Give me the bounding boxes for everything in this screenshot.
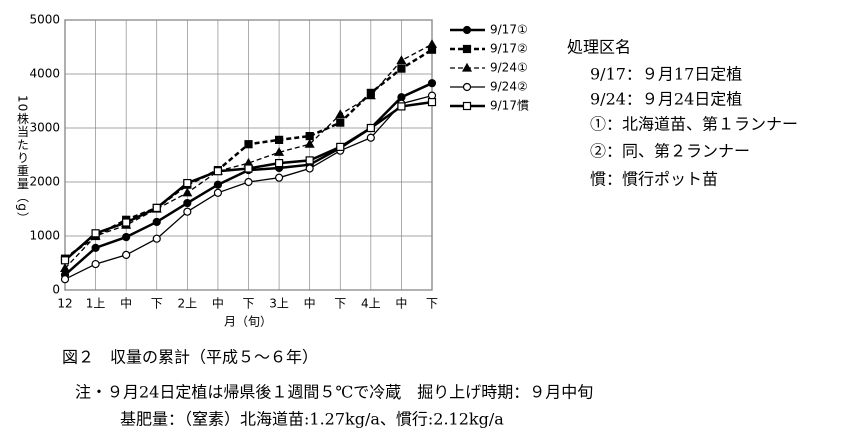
marker — [427, 97, 437, 107]
marker — [274, 135, 284, 144]
marker — [91, 229, 100, 238]
marker — [305, 132, 314, 141]
note: ①：北海道苗、第１ランナー — [590, 115, 798, 134]
x-tick-label: 12 — [57, 297, 72, 311]
marker — [335, 109, 346, 119]
x-tick-label: 下 — [334, 297, 346, 311]
marker — [213, 180, 223, 189]
legend-label: 9/17② — [490, 42, 528, 56]
marker — [366, 133, 375, 142]
marker — [122, 250, 131, 259]
marker — [91, 243, 100, 252]
marker — [60, 275, 70, 284]
y-axis-label: 10株当たり重量（g） — [16, 95, 30, 225]
marker — [59, 263, 71, 272]
marker — [366, 123, 375, 133]
marker — [152, 203, 161, 213]
marker — [122, 232, 131, 242]
x-tick-label: 中 — [212, 296, 224, 311]
caption: 基肥量：（窒素）北海道苗:1.27kg/a、慣行:2.12kg/a — [120, 410, 504, 429]
marker — [304, 138, 315, 148]
note: 9/24：９月24日定植 — [590, 90, 742, 109]
marker — [305, 164, 314, 173]
marker — [365, 90, 376, 100]
marker — [336, 142, 345, 151]
note: ②：同、第２ランナー — [590, 142, 750, 161]
marker — [183, 207, 192, 216]
legend-label: 9/24① — [490, 61, 528, 75]
x-tick-label: 1上 — [86, 297, 106, 311]
x-tick-label: 下 — [242, 297, 254, 311]
x-tick-label: 4上 — [361, 297, 381, 311]
y-tick-label: 3000 — [29, 121, 60, 135]
marker — [274, 147, 285, 156]
y-tick-label: 1000 — [29, 229, 60, 243]
legend-marker — [462, 44, 472, 54]
marker — [213, 167, 223, 176]
note: 慣：慣行ポット苗 — [590, 170, 718, 189]
legend-marker — [462, 25, 472, 35]
marker — [274, 159, 284, 168]
marker — [397, 64, 406, 73]
marker — [183, 198, 192, 208]
x-axis-label: 月（旬） — [224, 315, 272, 329]
marker — [91, 259, 100, 269]
legend-label: 9/17慣 — [490, 98, 529, 113]
legend-label: 9/24② — [490, 80, 528, 94]
y-tick-label: 0 — [52, 283, 60, 297]
caption: 注・９月24日定植は帰県後１週間５℃で冷蔵 掘り上げ時期：９月中旬 — [75, 383, 593, 402]
marker — [122, 218, 131, 227]
marker — [274, 173, 284, 182]
x-tick-label: 中 — [120, 296, 132, 311]
x-tick-label: 中 — [304, 296, 316, 311]
x-tick-label: 2上 — [178, 297, 198, 311]
marker — [213, 188, 223, 197]
marker — [244, 177, 253, 187]
marker — [183, 178, 192, 188]
legend-marker — [462, 82, 472, 92]
notes-title: 処理区名 — [567, 38, 631, 57]
caption: 図２ 収量の累計（平成５～６年） — [62, 348, 318, 367]
marker — [397, 102, 406, 111]
x-tick-label: 下 — [151, 297, 163, 311]
marker — [182, 187, 193, 197]
marker — [396, 55, 407, 65]
x-tick-label: 3上 — [269, 297, 289, 311]
legend-marker — [462, 101, 472, 111]
y-tick-label: 4000 — [29, 67, 60, 81]
legend-label: 9/17① — [490, 23, 528, 37]
marker — [244, 164, 253, 173]
legend-marker — [461, 62, 473, 72]
note: 9/17：９月17日定植 — [590, 65, 742, 84]
x-tick-label: 下 — [426, 297, 438, 311]
marker — [426, 39, 438, 48]
marker — [305, 156, 314, 165]
marker — [336, 118, 345, 127]
y-tick-label: 2000 — [29, 175, 60, 189]
marker — [152, 217, 161, 227]
marker — [152, 234, 161, 243]
y-tick-label: 5000 — [29, 13, 60, 27]
marker — [244, 140, 253, 149]
x-tick-label: 中 — [395, 296, 407, 311]
marker — [427, 79, 437, 88]
marker — [60, 256, 70, 265]
